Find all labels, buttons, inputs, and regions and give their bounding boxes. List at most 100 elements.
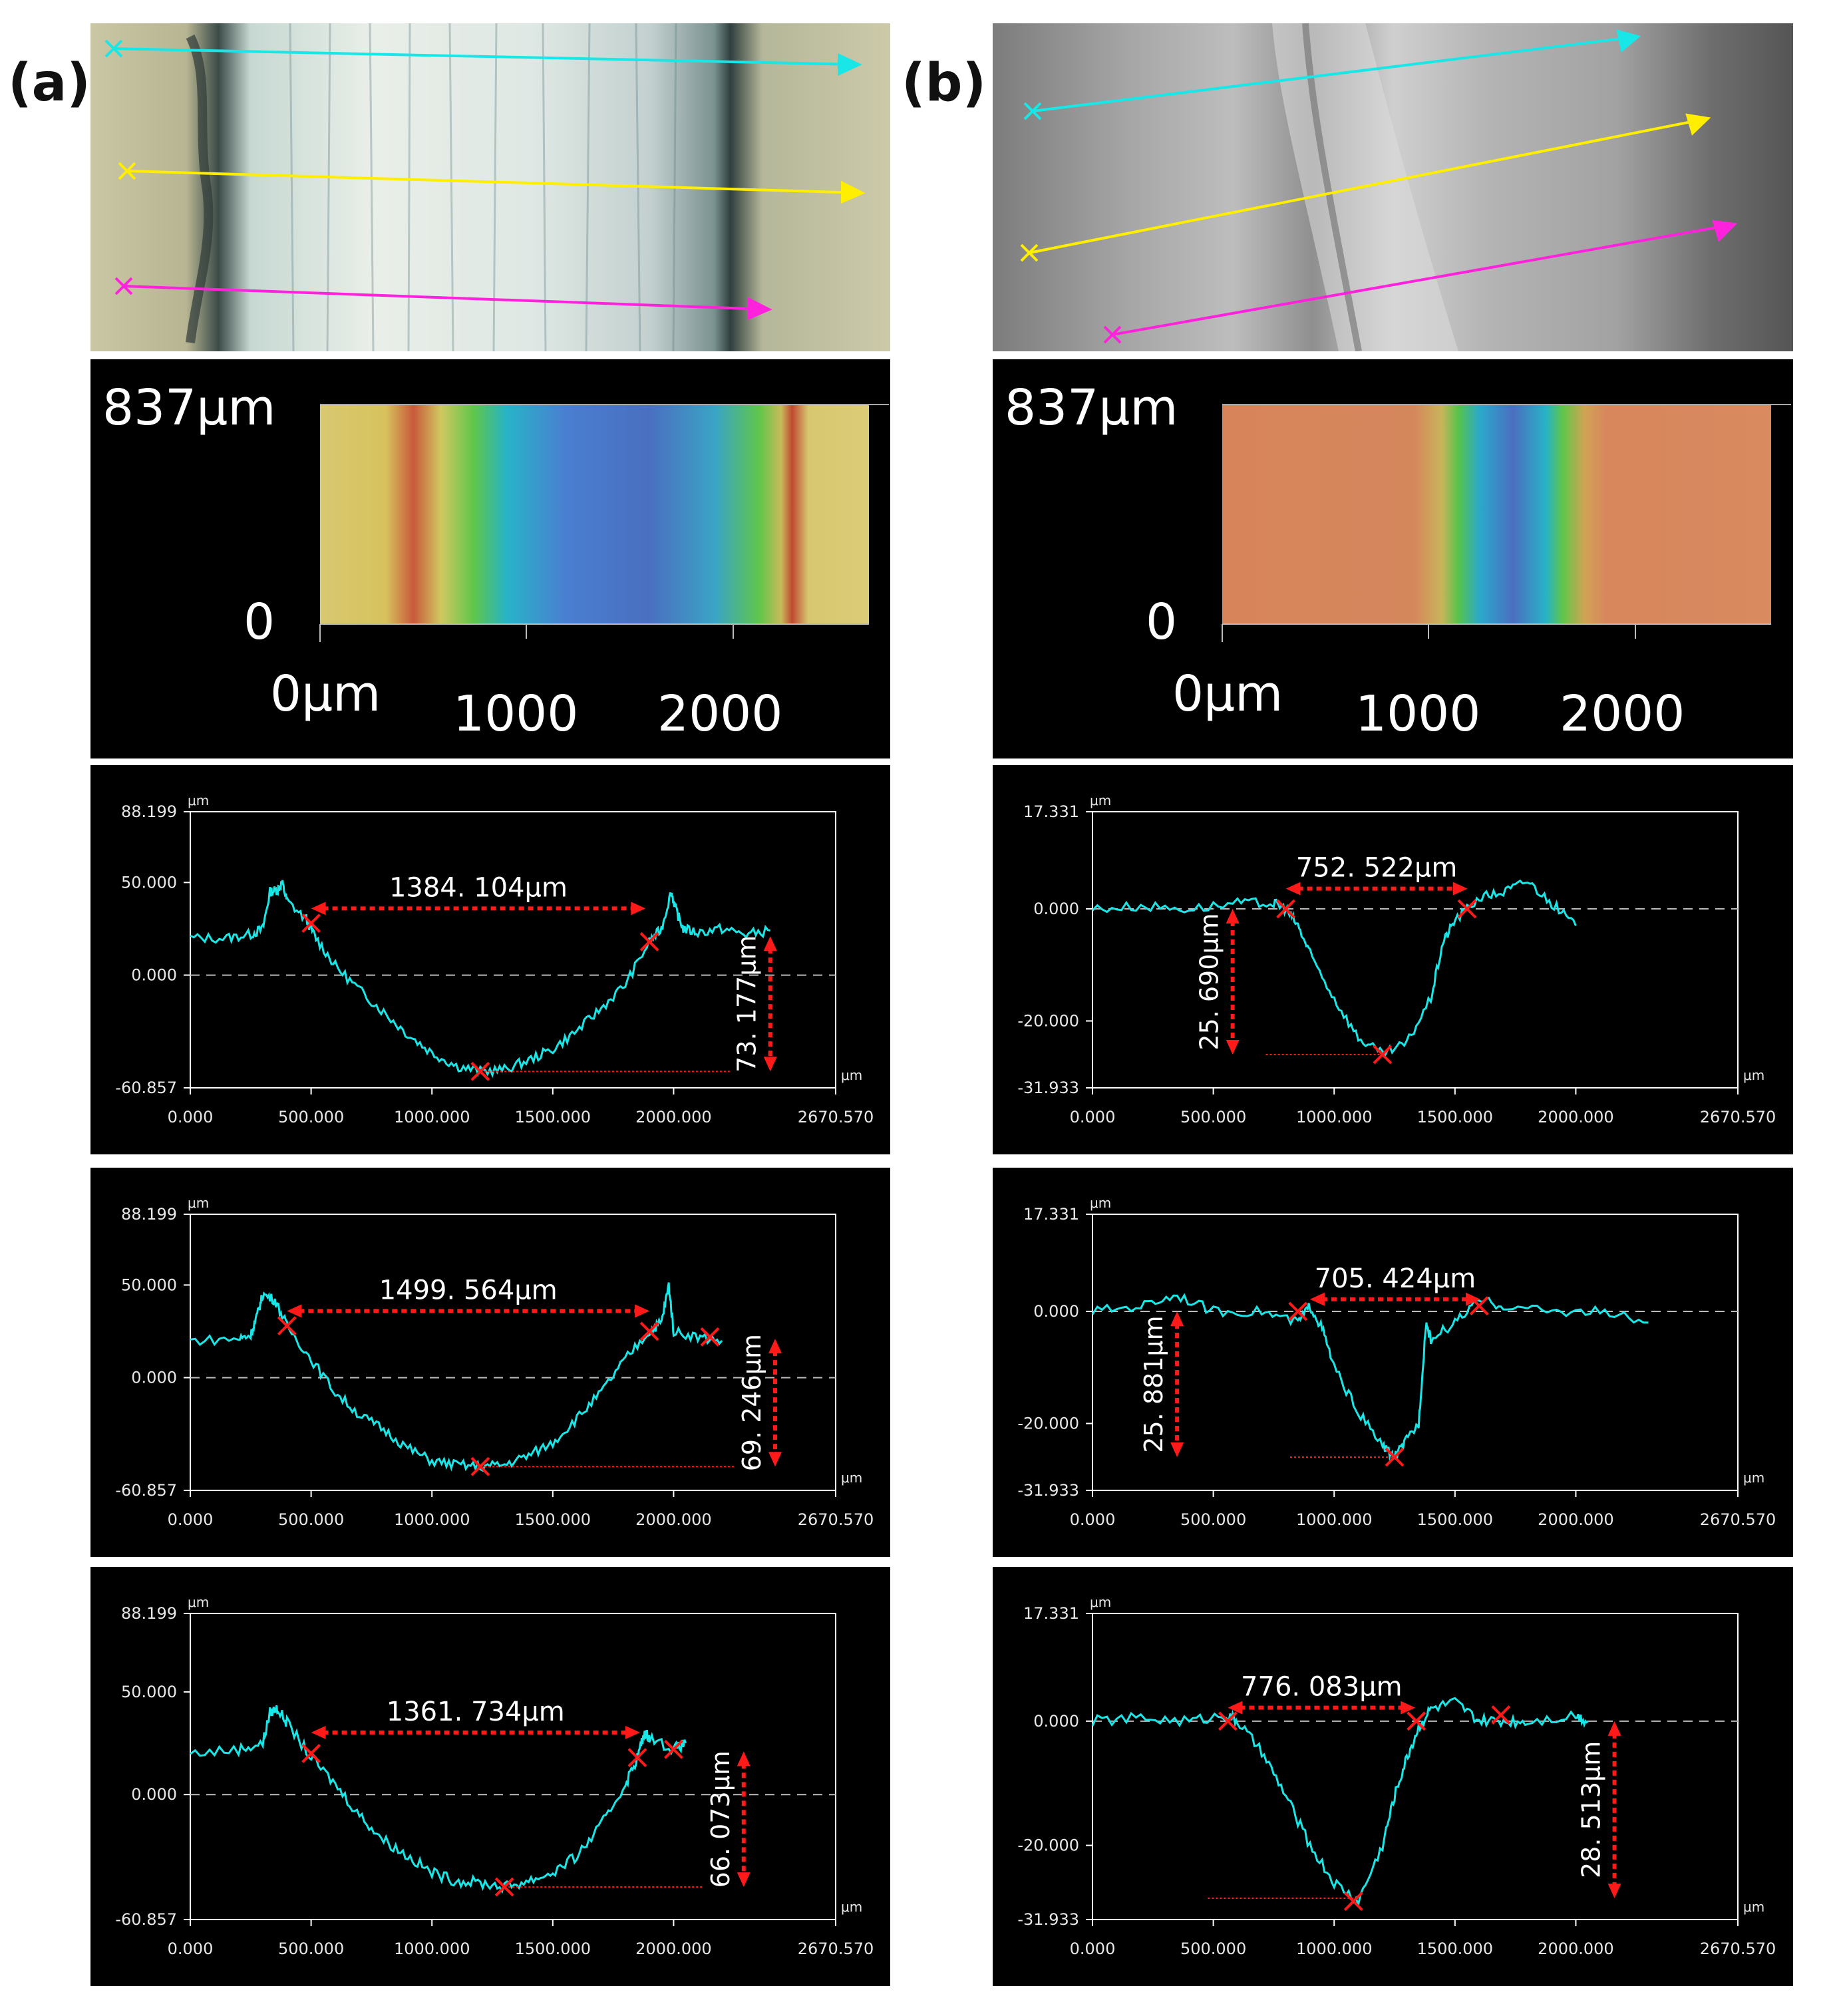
profile-2-x-tick-label-5: 2670.570 bbox=[798, 1939, 874, 1958]
profile-4-x-tick-label-1: 500.000 bbox=[1180, 1510, 1246, 1529]
profile-chart-b-2: μm μm 17.331 0.000 -20.000 -31.933 0.000 500.00… bbox=[993, 1168, 1793, 1557]
profile-3-series-line bbox=[1091, 879, 1577, 1059]
profile-3-y-tick-label-1: 0.000 bbox=[1033, 900, 1079, 918]
profile-1-x-tick-label-0: 0.000 bbox=[168, 1510, 214, 1529]
height-map-b-x-label-1: 1000 bbox=[1355, 685, 1480, 743]
profile-line-yellow-a bbox=[118, 162, 866, 204]
profile-2-y-unit: μm bbox=[188, 1594, 209, 1610]
profile-0-width-arrowhead-left bbox=[311, 902, 326, 916]
profile-0-marker-2 bbox=[639, 932, 659, 951]
profile-1-y-tick-label-0: 88.199 bbox=[121, 1205, 177, 1224]
profile-4-x-tick-label-0: 0.000 bbox=[1070, 1510, 1116, 1529]
profile-5-x-tick-label-2: 1000.000 bbox=[1296, 1939, 1373, 1958]
profile-1-marker-0 bbox=[277, 1316, 297, 1336]
profile-1-x-tick-label-5: 2670.570 bbox=[798, 1510, 874, 1529]
profile-5-marker-0 bbox=[1218, 1711, 1238, 1731]
panel-label-a: (a) bbox=[8, 53, 90, 113]
profile-5-frame bbox=[1092, 1613, 1739, 1920]
profile-3-marker-2 bbox=[1457, 899, 1477, 919]
profile-4-x-unit: μm bbox=[1743, 1470, 1764, 1486]
panel-label-b: (b) bbox=[902, 53, 987, 113]
profile-2-y-tick-label-0: 88.199 bbox=[121, 1604, 177, 1623]
profile-4-marker-1 bbox=[1385, 1447, 1405, 1467]
profile-2-width-arrowhead-left bbox=[311, 1725, 326, 1739]
profile-5-x-tick-label-4: 2000.000 bbox=[1538, 1939, 1614, 1958]
profile-1-y-tick-label-2: 0.000 bbox=[131, 1369, 177, 1387]
profile-3-depth-arrowhead-bottom bbox=[1226, 1040, 1240, 1055]
height-map-a-top-label: 837μm bbox=[102, 379, 275, 436]
profile-1-depth-arrowhead-bottom bbox=[768, 1452, 782, 1467]
profile-0-x-unit: μm bbox=[841, 1067, 862, 1083]
profile-4-frame bbox=[1092, 1214, 1739, 1491]
profile-line-cyan-b bbox=[1023, 29, 1641, 120]
profile-line-magenta-b bbox=[1103, 220, 1738, 344]
profile-4-y-unit: μm bbox=[1090, 1195, 1111, 1211]
profile-1-frame bbox=[190, 1214, 836, 1491]
profile-2-y-tick-label-2: 0.000 bbox=[131, 1785, 177, 1804]
profile-5-depth-arrowhead-top bbox=[1607, 1721, 1621, 1736]
profile-0-x-tick-label-1: 500.000 bbox=[278, 1108, 344, 1126]
profile-1-x-tick-label-3: 1500.000 bbox=[515, 1510, 591, 1529]
profile-4-depth-arrowhead-top bbox=[1170, 1311, 1184, 1326]
height-map-a: 837μm 0 0μm 1000 2000 bbox=[90, 359, 890, 758]
profile-0-width-label: 1384. 104μm bbox=[389, 872, 568, 903]
profile-4-y-tick-label-0: 17.331 bbox=[1023, 1205, 1079, 1224]
profile-4-x-tick-label-2: 1000.000 bbox=[1296, 1510, 1373, 1529]
profile-2-marker-1 bbox=[494, 1877, 514, 1897]
profile-5-y-tick-label-0: 17.331 bbox=[1023, 1604, 1079, 1623]
profile-2-x-unit: μm bbox=[841, 1899, 862, 1915]
profile-4-y-tick-label-3: -31.933 bbox=[1017, 1481, 1079, 1500]
profile-5-y-tick-label-3: -31.933 bbox=[1017, 1910, 1079, 1929]
profile-2-marker-2 bbox=[627, 1748, 647, 1768]
profile-0-depth-label: 73. 177μm bbox=[733, 935, 762, 1073]
height-map-a-zero-label: 0 bbox=[244, 593, 275, 651]
profile-5-marker-1 bbox=[1343, 1892, 1363, 1912]
profile-5-x-tick-label-5: 2670.570 bbox=[1700, 1939, 1776, 1958]
height-map-b: 837μm 0 0μm 1000 2000 bbox=[993, 359, 1793, 758]
profile-5-depth-arrowhead-bottom bbox=[1607, 1883, 1621, 1898]
profile-0-width-arrowhead-right bbox=[631, 902, 646, 916]
profile-chart-b-3: μm μm 17.331 0.000 -20.000 -31.933 0.000 500.00… bbox=[993, 1567, 1793, 1986]
profile-3-width-label: 752. 522μm bbox=[1296, 853, 1458, 884]
profile-4-x-tick-label-3: 1500.000 bbox=[1417, 1510, 1494, 1529]
profile-5-y-tick-label-1: 0.000 bbox=[1033, 1712, 1079, 1731]
profile-1-y-unit: μm bbox=[188, 1195, 209, 1211]
profile-3-width-arrowhead-left bbox=[1285, 882, 1301, 896]
height-map-b-top-label: 837μm bbox=[1005, 379, 1178, 436]
profile-4-series-line bbox=[1091, 1293, 1649, 1462]
profile-0-x-tick-label-4: 2000.000 bbox=[635, 1108, 712, 1126]
profile-5-x-tick-label-1: 500.000 bbox=[1180, 1939, 1246, 1958]
profile-1-x-tick-label-4: 2000.000 bbox=[635, 1510, 712, 1529]
profile-1-marker-3 bbox=[700, 1327, 720, 1347]
profile-0-depth-arrowhead-bottom bbox=[763, 1057, 777, 1072]
height-map-b-x-label-0: 0μm bbox=[1172, 665, 1283, 723]
profile-0-x-tick-label-3: 1500.000 bbox=[515, 1108, 591, 1126]
profile-0-x-tick-label-5: 2670.570 bbox=[798, 1108, 874, 1126]
profile-2-x-tick-label-0: 0.000 bbox=[168, 1939, 214, 1958]
profile-2-x-tick-label-1: 500.000 bbox=[278, 1939, 344, 1958]
profile-chart-a-2: μm μm 88.199 50.000 0.000 -60.857 0.000 500.000… bbox=[90, 1168, 890, 1557]
profile-2-y-tick-label-3: -60.857 bbox=[115, 1910, 177, 1929]
profile-5-width-arrowhead-left bbox=[1228, 1701, 1243, 1715]
profile-2-frame bbox=[190, 1613, 836, 1920]
profile-5-y-tick-label-2: -20.000 bbox=[1017, 1836, 1079, 1855]
micrograph-b bbox=[993, 23, 1793, 351]
profile-3-x-tick-label-2: 1000.000 bbox=[1296, 1108, 1373, 1126]
profile-0-frame bbox=[190, 811, 836, 1089]
profile-3-x-unit: μm bbox=[1743, 1067, 1764, 1083]
profile-2-x-tick-label-3: 1500.000 bbox=[515, 1939, 591, 1958]
profile-2-marker-3 bbox=[664, 1739, 683, 1759]
profile-0-y-unit: μm bbox=[188, 792, 209, 808]
profile-0-series-line bbox=[190, 880, 771, 1079]
height-map-b-zero-label: 0 bbox=[1146, 593, 1177, 651]
profile-1-x-tick-label-1: 500.000 bbox=[278, 1510, 344, 1529]
profile-0-y-tick-label-1: 50.000 bbox=[121, 873, 177, 892]
profile-4-width-arrowhead-left bbox=[1309, 1292, 1325, 1306]
profile-2-marker-0 bbox=[301, 1744, 321, 1763]
profile-2-x-tick-label-4: 2000.000 bbox=[635, 1939, 712, 1958]
profile-5-depth-label: 28. 513μm bbox=[1577, 1741, 1606, 1878]
profile-line-cyan-a bbox=[104, 39, 862, 77]
profile-2-depth-arrowhead-bottom bbox=[737, 1872, 751, 1888]
profile-2-width-arrowhead-right bbox=[625, 1725, 640, 1739]
profile-4-depth-label: 25. 881μm bbox=[1139, 1315, 1168, 1452]
